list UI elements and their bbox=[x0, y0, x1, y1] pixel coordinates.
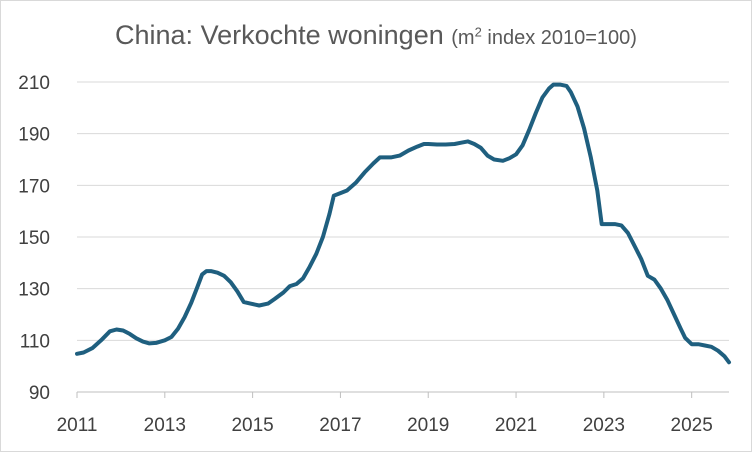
chart-subtitle: (m2 index 2010=100) bbox=[451, 24, 637, 49]
series-line-0 bbox=[75, 82, 731, 365]
x-axis-tick-labels: 2011 2013 2015 2017 2019 2021 2023 2025 bbox=[57, 415, 713, 436]
x-tick-label-2015: 2015 bbox=[231, 415, 273, 436]
chart-title: China: Verkochte woningen (m2 index 2010… bbox=[0, 20, 752, 51]
x-tick-label-2025: 2025 bbox=[671, 415, 713, 436]
x-tick-label-2021: 2021 bbox=[495, 415, 537, 436]
series-layer bbox=[75, 82, 731, 365]
gridlines bbox=[77, 81, 729, 341]
y-tick-label-130: 130 bbox=[18, 280, 50, 301]
x-axis bbox=[76, 391, 729, 398]
y-axis-tick-labels: 90 110 130 150 170 190 210 bbox=[18, 73, 50, 404]
chart-title-main: China: Verkochte woningen bbox=[115, 20, 444, 50]
y-tick-label-190: 190 bbox=[18, 125, 50, 146]
x-tick-label-2019: 2019 bbox=[407, 415, 449, 436]
x-tick-label-2023: 2023 bbox=[583, 415, 625, 436]
y-tick-label-210: 210 bbox=[18, 73, 50, 94]
x-tick-label-2013: 2013 bbox=[144, 415, 186, 436]
x-tick-label-2017: 2017 bbox=[319, 415, 361, 436]
y-tick-label-110: 110 bbox=[20, 331, 50, 352]
x-tick-label-2011: 2011 bbox=[57, 415, 98, 436]
y-tick-label-150: 150 bbox=[18, 228, 50, 249]
y-tick-label-90: 90 bbox=[29, 383, 50, 404]
y-tick-label-170: 170 bbox=[18, 176, 50, 197]
